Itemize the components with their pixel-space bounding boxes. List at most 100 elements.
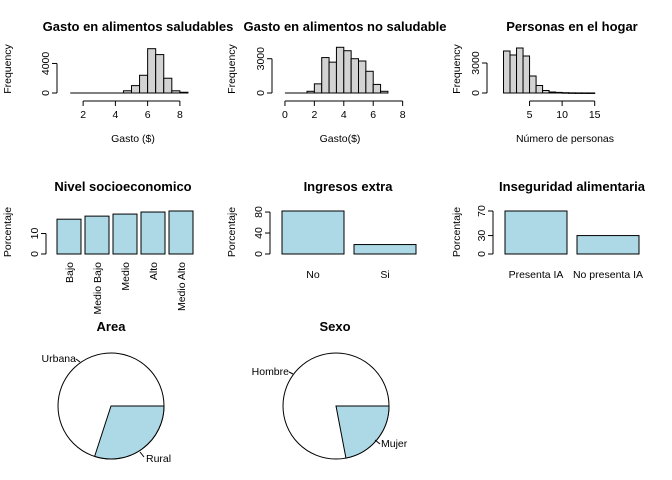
histogram-bar [155, 54, 165, 94]
histogram-bar [122, 90, 132, 94]
chart-title: Sexo [319, 319, 350, 334]
histogram-bar [548, 91, 557, 94]
x-tick-label: 6 [370, 109, 376, 121]
category-label: Presenta IA [509, 269, 564, 281]
y-tick-label: 0 [476, 251, 488, 257]
y-tick-label: 70 [476, 205, 488, 217]
histogram-1: Gasto en alimentos saludables 0 4000 Freque… [2, 19, 233, 145]
bar [353, 244, 417, 255]
y-axis-label: Porcentaje [451, 207, 463, 257]
x-tick-label: 5 [527, 109, 533, 121]
y-tick-label: 80 [253, 206, 265, 218]
pie-slice [335, 405, 390, 459]
y-tick-label: 0 [40, 90, 52, 96]
x-tick-label: 4 [341, 109, 347, 121]
bar [281, 210, 345, 255]
histogram-bar [503, 50, 511, 94]
x-axis-label: Número de personas [516, 133, 614, 145]
y-axis-label: Frequency [451, 43, 463, 93]
histogram-bar [372, 83, 382, 94]
bar-chart-2: Ingresos extra No Si 0 40 80 Porcentaje [226, 179, 417, 281]
x-axis-label: Gasto($) [320, 133, 361, 145]
y-tick-label: 3000 [470, 51, 482, 75]
histogram-bar [581, 92, 589, 94]
histogram-bar [131, 85, 141, 94]
bar [168, 210, 194, 255]
chart-title: Inseguridad alimentaria [499, 179, 646, 194]
histogram-bar [179, 91, 189, 94]
histogram-bar [522, 55, 531, 94]
histogram-bar [343, 50, 352, 94]
bar [112, 213, 138, 255]
category-label: Bajo [64, 262, 76, 283]
x-tick-label: 2 [80, 109, 86, 121]
histogram-bar [365, 70, 374, 94]
histogram-bar [535, 85, 544, 94]
pie-label: Urbana [42, 353, 77, 365]
histogram-bar [306, 90, 315, 94]
y-tick-label: 40 [253, 227, 265, 239]
histogram-bar [529, 75, 537, 94]
x-tick-label: 10 [556, 109, 568, 121]
histogram-bar [321, 57, 330, 94]
y-tick-label: 0 [29, 251, 41, 257]
x-tick-label: 15 [589, 109, 601, 121]
pie-leader-line [288, 371, 294, 375]
y-tick-label: 0 [253, 251, 265, 257]
category-label: No [306, 269, 320, 281]
histogram-bar [555, 91, 563, 94]
histogram-bar [561, 92, 570, 94]
bar-chart-1: Nivel socioeconomico Bajo Medio Bajo Medio A… [2, 179, 194, 315]
chart-title: Gasto en alimentos saludables [43, 19, 234, 34]
histogram-bar [313, 83, 323, 94]
histogram-bar [350, 58, 360, 94]
histogram-bar [380, 90, 389, 94]
x-tick-label: 8 [177, 109, 183, 121]
bar [504, 210, 568, 255]
category-label: Medio Alto [176, 262, 188, 311]
category-label: Medio [120, 262, 132, 291]
x-axis-label: Gasto ($) [111, 133, 155, 145]
chart-title: Gasto en alimentos no saludable [244, 19, 447, 34]
histogram-bar [139, 74, 149, 94]
bar-chart-3: Inseguridad alimentaria Presenta IA No pre… [451, 179, 646, 281]
y-axis-label: Frequency [2, 43, 14, 93]
pie-chart-1: Area Rural Urbana [42, 319, 172, 465]
pie-slice [93, 405, 165, 460]
y-tick-label: 30 [476, 230, 488, 242]
histogram-bar [335, 46, 345, 94]
x-tick-label: 8 [400, 109, 406, 121]
y-tick-label: 0 [470, 90, 482, 96]
y-tick-label: 4000 [40, 52, 52, 76]
x-tick-label: 2 [311, 109, 317, 121]
histogram-bar [147, 48, 157, 94]
chart-title: Nivel socioeconomico [54, 179, 191, 194]
pie-leader-line [374, 439, 381, 445]
pie-chart-2: Sexo Mujer Hombre [252, 319, 408, 460]
x-tick-label: 0 [282, 109, 288, 121]
pie-label: Mujer [381, 438, 408, 450]
bar [140, 211, 166, 255]
pie-leader-line [139, 451, 145, 458]
chart-title: Personas en el hogar [506, 19, 638, 34]
y-axis-label: Porcentaje [2, 207, 14, 257]
chart-title: Ingresos extra [304, 179, 394, 194]
histogram-bar [171, 90, 181, 94]
y-tick-label: 10 [29, 228, 41, 240]
histogram-bar [328, 61, 337, 94]
histogram-bar [358, 60, 367, 94]
y-axis-label: Frequency [226, 43, 238, 93]
pie-label: Rural [146, 453, 171, 465]
bar [576, 235, 640, 255]
category-label: Alto [148, 262, 160, 280]
histogram-bar [568, 92, 576, 94]
x-tick-label: 6 [145, 109, 151, 121]
histogram-bar [516, 47, 524, 94]
y-axis-label: Porcentaje [226, 207, 238, 257]
histogram-bar [574, 92, 583, 94]
x-tick-label: 4 [112, 109, 118, 121]
y-tick-label: 0 [255, 90, 267, 96]
y-tick-label: 3000 [255, 47, 267, 71]
bar [84, 215, 110, 255]
